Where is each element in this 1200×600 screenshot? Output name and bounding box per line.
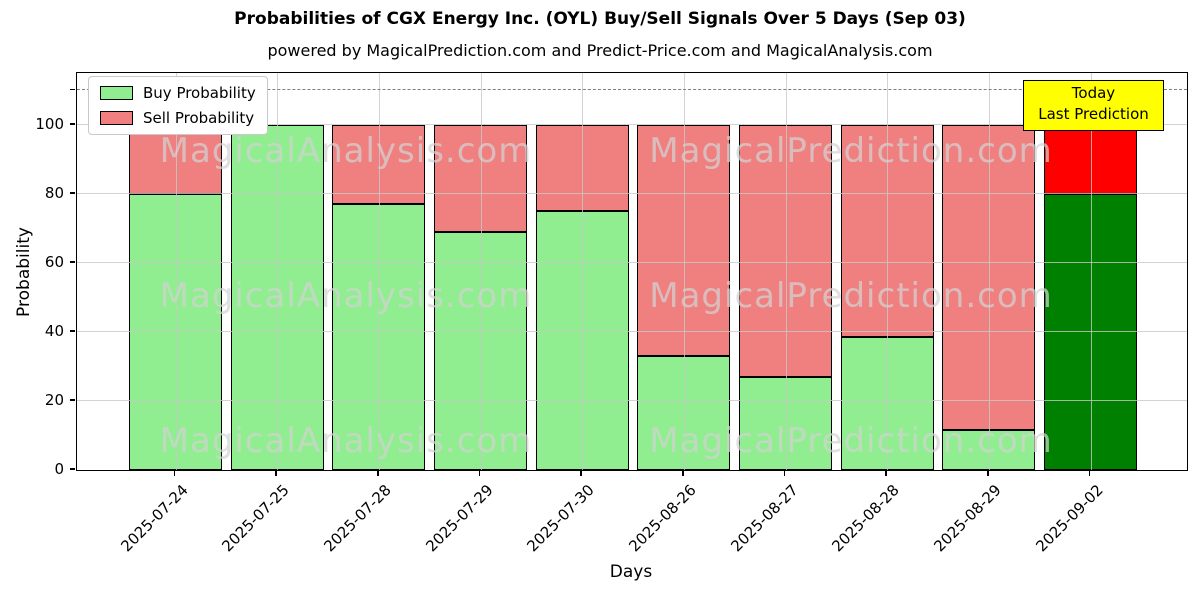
y-tick-label-60: 60 bbox=[44, 252, 64, 271]
y-tick-60 bbox=[69, 261, 75, 263]
sell-swatch-icon bbox=[100, 111, 133, 125]
gridline-x-6 bbox=[785, 73, 787, 470]
gridline-y-80 bbox=[77, 192, 1187, 194]
chart-subtitle: powered by MagicalPrediction.com and Pre… bbox=[267, 41, 933, 60]
threshold-dashed-line bbox=[77, 89, 1187, 91]
x-tick-2025-07-24 bbox=[173, 470, 176, 476]
legend-item-buy: Buy Probability bbox=[100, 84, 256, 102]
x-axis-label: Days bbox=[609, 562, 653, 582]
gridline-x-1 bbox=[277, 73, 279, 470]
gridline-x-2 bbox=[378, 73, 380, 470]
y-tick-label-100: 100 bbox=[35, 114, 64, 133]
y-tick-0 bbox=[69, 468, 75, 470]
gridline-x-3 bbox=[480, 73, 482, 470]
plot-area: MagicalAnalysis.com MagicalPrediction.com… bbox=[76, 72, 1188, 471]
watermark-analysis: MagicalAnalysis.com bbox=[159, 276, 533, 316]
x-tick-2025-09-02 bbox=[1088, 470, 1091, 476]
annotation-line2: Last Prediction bbox=[1038, 105, 1149, 124]
watermark-analysis: MagicalAnalysis.com bbox=[159, 421, 533, 461]
y-tick-label-80: 80 bbox=[44, 183, 64, 202]
watermark-prediction: MagicalPrediction.com bbox=[649, 131, 1053, 171]
watermark-analysis: MagicalAnalysis.com bbox=[159, 131, 533, 171]
y-tick-80 bbox=[69, 192, 75, 194]
gridline-y-100 bbox=[77, 123, 1187, 125]
legend-label-buy: Buy Probability bbox=[143, 84, 256, 102]
x-tick-2025-07-29 bbox=[478, 470, 481, 476]
y-tick-label-0: 0 bbox=[54, 460, 64, 478]
y-tick-label-20: 20 bbox=[44, 390, 64, 409]
x-tick-2025-07-28 bbox=[377, 470, 379, 476]
gridline-y-40 bbox=[77, 330, 1187, 332]
gridline-x-9 bbox=[1090, 73, 1092, 470]
y-tick-100 bbox=[69, 123, 75, 125]
gridline-x-8 bbox=[988, 73, 990, 470]
x-tick-2025-08-29 bbox=[987, 470, 989, 476]
today-annotation: Today Last Prediction bbox=[1023, 80, 1164, 131]
watermark-prediction: MagicalPrediction.com bbox=[649, 276, 1053, 316]
gridline-y-60 bbox=[77, 261, 1187, 263]
annotation-line1: Today bbox=[1071, 84, 1116, 102]
y-tick-label-40: 40 bbox=[44, 321, 64, 340]
y-tick-40 bbox=[69, 330, 75, 332]
buy-swatch-icon bbox=[100, 86, 133, 100]
watermark-prediction: MagicalPrediction.com bbox=[649, 421, 1053, 461]
legend-item-sell: Sell Probability bbox=[100, 109, 256, 127]
x-tick-2025-08-27 bbox=[783, 470, 786, 476]
y-tick-20 bbox=[69, 399, 75, 401]
gridline-y-20 bbox=[77, 399, 1187, 401]
gridline-x-5 bbox=[683, 73, 685, 470]
x-tick-2025-07-25 bbox=[275, 470, 277, 476]
y-axis-label: Probability bbox=[14, 227, 34, 317]
legend: Buy Probability Sell Probability bbox=[88, 76, 268, 135]
chart-title: Probabilities of CGX Energy Inc. (OYL) B… bbox=[234, 9, 966, 29]
y-tick-110 bbox=[69, 88, 75, 90]
gridline-x-7 bbox=[887, 73, 889, 470]
gridline-x-0 bbox=[175, 73, 177, 470]
x-tick-2025-07-30 bbox=[580, 470, 582, 476]
x-tick-2025-08-26 bbox=[682, 470, 684, 476]
x-tick-2025-08-28 bbox=[885, 470, 887, 476]
gridline-x-4 bbox=[582, 73, 584, 470]
legend-label-sell: Sell Probability bbox=[143, 109, 255, 127]
